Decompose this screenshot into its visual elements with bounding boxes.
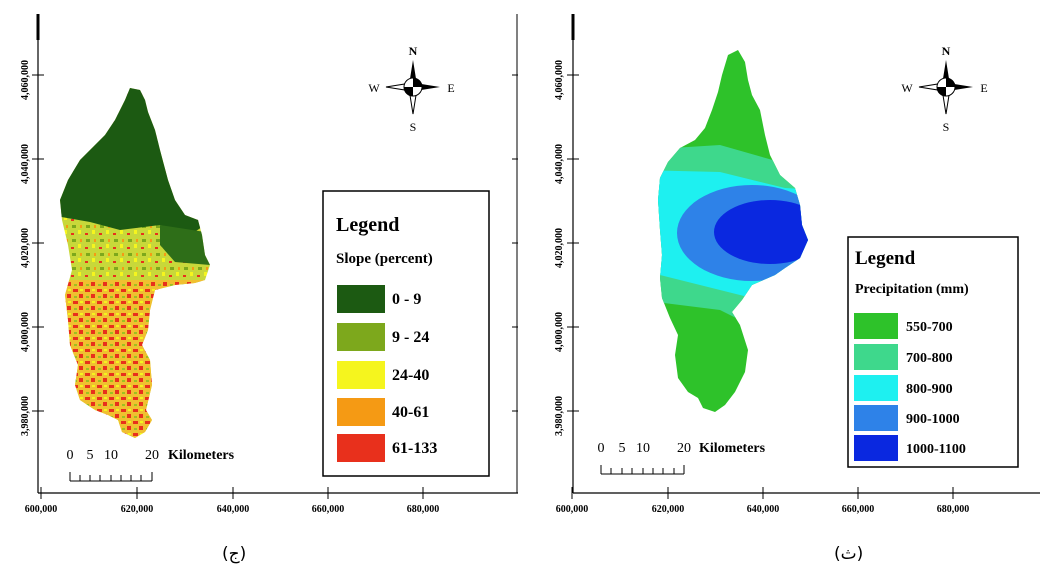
x-tick-label: 660,000 xyxy=(312,504,345,515)
legend-label: 24-40 xyxy=(392,367,429,384)
legend-label: 0 - 9 xyxy=(392,291,421,308)
legend-swatch xyxy=(337,398,385,426)
legend-title: Legend xyxy=(336,214,399,236)
west-label: W xyxy=(901,81,913,95)
legend-swatch xyxy=(337,361,385,389)
y-tick-label: 4,000,000 xyxy=(20,312,31,352)
legend-swatch xyxy=(854,375,898,401)
scale-unit: Kilometers xyxy=(699,441,766,456)
figure-caption: (ج) xyxy=(222,544,247,564)
legend-title: Legend xyxy=(855,248,916,269)
precipitation-legend: Legend Precipitation (mm) 550-700 700-80… xyxy=(847,236,1019,468)
slope-legend: Legend Slope (percent) 0 - 9 9 - 24 24-4… xyxy=(322,190,490,477)
legend-label: 61-133 xyxy=(392,440,437,457)
north-label: N xyxy=(942,44,951,58)
x-axis-ticks xyxy=(40,487,424,499)
scale-number: 20 xyxy=(145,448,159,463)
y-tick-label: 4,040,000 xyxy=(20,144,31,184)
precipitation-map-panel: 4,060,000 4,040,000 4,020,000 4,000,000 … xyxy=(520,0,1040,574)
slope-map-figure: 4,060,000 4,040,000 4,020,000 4,000,000 … xyxy=(20,14,518,515)
y-tick-label: 4,040,000 xyxy=(554,144,565,184)
x-tick-label: 600,000 xyxy=(556,504,589,515)
y-tick-label: 4,060,000 xyxy=(554,60,565,100)
x-tick-label: 600,000 xyxy=(25,504,58,515)
y-tick-label: 3,980,000 xyxy=(554,396,565,436)
north-label: N xyxy=(409,44,418,58)
legend-label: 40-61 xyxy=(392,404,429,421)
legend-swatch xyxy=(854,435,898,461)
legend-label: 700-800 xyxy=(906,351,953,366)
x-tick-label: 640,000 xyxy=(747,504,780,515)
x-tick-label: 620,000 xyxy=(652,504,685,515)
legend-subtitle: Slope (percent) xyxy=(336,251,433,267)
scale-number: 10 xyxy=(104,448,118,463)
scale-number: 20 xyxy=(677,441,691,456)
north-arrow-icon: N S E W xyxy=(368,44,454,134)
legend-swatch xyxy=(337,323,385,351)
scale-number: 10 xyxy=(636,441,650,456)
x-tick-label: 680,000 xyxy=(937,504,970,515)
scale-bar: 0 5 10 20 Kilometers xyxy=(67,448,235,482)
figure-caption: (ث) xyxy=(834,544,864,564)
scale-number: 5 xyxy=(619,441,626,456)
y-tick-label: 4,060,000 xyxy=(20,60,31,100)
east-label: E xyxy=(980,81,987,95)
legend-swatch xyxy=(337,285,385,313)
y-tick-label: 4,020,000 xyxy=(20,228,31,268)
slope-map-panel: 4,060,000 4,040,000 4,020,000 4,000,000 … xyxy=(20,14,518,564)
south-label: S xyxy=(410,120,417,134)
legend-swatch xyxy=(854,405,898,431)
x-tick-label: 620,000 xyxy=(121,504,154,515)
legend-swatch xyxy=(854,313,898,339)
legend-label: 900-1000 xyxy=(906,412,960,427)
legend-label: 9 - 24 xyxy=(392,329,429,346)
y-tick-label: 3,980,000 xyxy=(20,396,31,436)
legend-subtitle: Precipitation (mm) xyxy=(855,282,969,297)
precipitation-map-figure: 4,060,000 4,040,000 4,020,000 4,000,000 … xyxy=(554,14,1040,515)
x-tick-label: 680,000 xyxy=(407,504,440,515)
scale-number: 0 xyxy=(598,441,605,456)
scale-number: 0 xyxy=(67,448,74,463)
legend-label: 550-700 xyxy=(906,320,953,335)
x-tick-label: 640,000 xyxy=(217,504,250,515)
slope-watershed xyxy=(60,88,210,438)
y-axis-ticks xyxy=(567,74,579,412)
south-label: S xyxy=(943,120,950,134)
precipitation-watershed xyxy=(658,50,808,412)
y-tick-label: 4,000,000 xyxy=(554,312,565,352)
y-tick-label: 4,020,000 xyxy=(554,228,565,268)
legend-swatch xyxy=(337,434,385,462)
scale-bar: 0 5 10 20 Kilometers xyxy=(598,441,766,475)
west-label: W xyxy=(368,81,380,95)
legend-label: 1000-1100 xyxy=(906,442,966,457)
scale-unit: Kilometers xyxy=(168,448,235,463)
east-label: E xyxy=(447,81,454,95)
x-tick-label: 660,000 xyxy=(842,504,875,515)
legend-label: 800-900 xyxy=(906,382,953,397)
y-axis-ticks xyxy=(32,74,518,412)
x-axis-ticks xyxy=(571,487,954,499)
scale-number: 5 xyxy=(87,448,94,463)
north-arrow-icon: N S E W xyxy=(901,44,987,134)
legend-swatch xyxy=(854,344,898,370)
